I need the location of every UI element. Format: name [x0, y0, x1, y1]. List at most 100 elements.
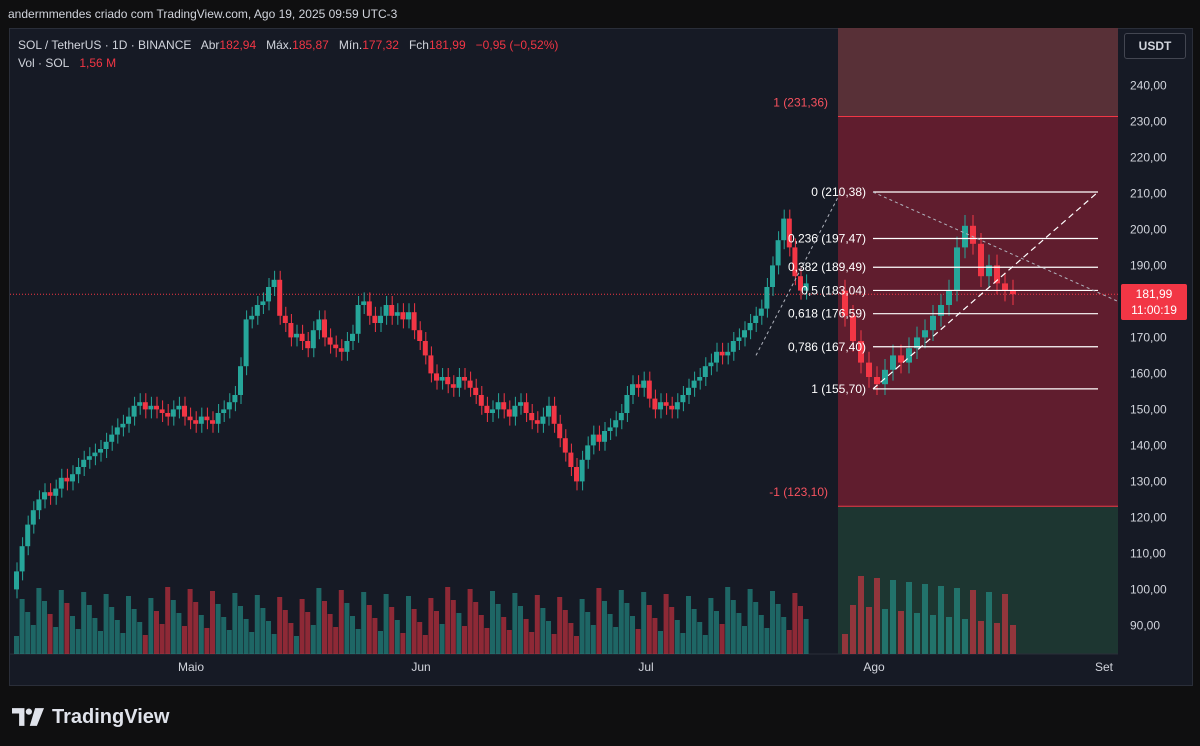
candle-body [305, 341, 311, 349]
currency-button[interactable]: USDT [1124, 33, 1186, 59]
candle-body [574, 467, 579, 482]
candle-body [238, 366, 243, 395]
volume-bar [686, 596, 691, 654]
candle-body [850, 315, 856, 341]
time-axis-label: Ago [863, 660, 885, 674]
volume-bar [742, 626, 747, 654]
symbol-label[interactable]: SOL / TetherUS · 1D · BINANCE [18, 38, 192, 52]
candle-body [898, 355, 904, 363]
volume-bar [294, 636, 299, 654]
volume-bar [204, 628, 210, 654]
candle-body [383, 305, 389, 316]
volume-bar [890, 580, 896, 654]
volume-bar [333, 627, 339, 654]
volume-bar [906, 582, 912, 654]
volume-bar [30, 625, 36, 654]
volume-bar [786, 630, 792, 654]
time-axis-label: Set [1095, 660, 1114, 674]
volume-bar [42, 601, 47, 654]
candle-body [165, 413, 171, 417]
candle-body [613, 420, 619, 428]
volume-bar [450, 600, 456, 654]
candle-body [411, 312, 417, 331]
volume-bar [994, 623, 1000, 654]
open-value: 182,94 [219, 38, 257, 52]
time-axis-label: Jun [411, 660, 430, 674]
volume-bar [725, 587, 731, 654]
volume-bar [114, 620, 120, 654]
tradingview-logo-icon [12, 708, 44, 726]
volume-bar [641, 592, 647, 654]
candle-body [400, 312, 406, 320]
volume-bar [607, 614, 613, 654]
candle-body [914, 337, 920, 349]
volume-label[interactable]: Vol · SOL [18, 56, 70, 70]
volume-bar [986, 592, 992, 654]
volume-bar [534, 595, 540, 654]
volume-bar [866, 607, 872, 654]
position-red-zone [838, 116, 1118, 507]
volume-bar [266, 621, 271, 654]
volume-bar [19, 599, 25, 654]
candle-body [277, 279, 283, 316]
volume-bar [674, 620, 680, 654]
open-label: Abr [200, 38, 220, 52]
volume-bar [378, 631, 383, 654]
volume-bar [310, 625, 316, 654]
candle-body [14, 571, 19, 590]
candle-body [641, 380, 647, 388]
price-axis-label: 200,00 [1130, 222, 1167, 236]
volume-bar [417, 622, 423, 654]
volume-bar [540, 608, 546, 654]
volume-bar [109, 607, 115, 654]
volume-bar [490, 591, 495, 654]
volume-bar [182, 626, 187, 654]
high-label: Máx. [266, 38, 293, 52]
candle-body [417, 330, 423, 341]
time-axis-label: Jul [638, 660, 653, 674]
volume-bar [803, 619, 809, 654]
candle-body [994, 265, 1000, 284]
tradingview-footer[interactable]: TradingView [12, 704, 169, 730]
candle-body [439, 377, 445, 381]
candle-body [708, 362, 714, 367]
candle-body [254, 305, 260, 316]
candle-body [210, 420, 215, 424]
fib-level-label: 0,236 (197,47) [788, 232, 866, 246]
candle-body [540, 416, 546, 424]
volume-bar [938, 586, 944, 654]
price-axis-label: 210,00 [1130, 186, 1167, 200]
candle-body [25, 524, 31, 547]
volume-bar [842, 634, 848, 654]
candle-body [350, 333, 355, 341]
volume-bar [47, 614, 53, 654]
volume-bar [663, 594, 669, 654]
volume-bar [86, 605, 92, 654]
price-axis-label: 220,00 [1130, 150, 1167, 164]
volume-bar [635, 629, 641, 654]
trend-dashed-line [872, 191, 1119, 302]
volume-bar [394, 620, 400, 654]
price-axis-label: 120,00 [1130, 510, 1167, 524]
candle-body [394, 312, 400, 316]
volume-bar [512, 593, 518, 654]
volume-bar [53, 627, 59, 654]
volume-bar [131, 609, 137, 654]
volume-bar [764, 628, 770, 654]
volume-bar [462, 626, 467, 654]
price-axis-label: 160,00 [1130, 366, 1167, 380]
volume-bar [14, 636, 19, 654]
candle-body [938, 305, 944, 316]
volume-bar [658, 631, 663, 654]
stop-label: -1 (123,10) [769, 485, 828, 499]
volume-bar [930, 615, 936, 654]
fib-level-label: 0,5 (183,04) [801, 283, 866, 297]
candle-body [422, 341, 428, 356]
brand-name: TradingView [52, 705, 170, 728]
candle-body [781, 218, 787, 241]
volume-bar [770, 591, 775, 654]
volume-bar [75, 629, 81, 654]
fib-level-label: 0,786 (167,40) [788, 340, 866, 354]
volume-bar [176, 613, 182, 654]
